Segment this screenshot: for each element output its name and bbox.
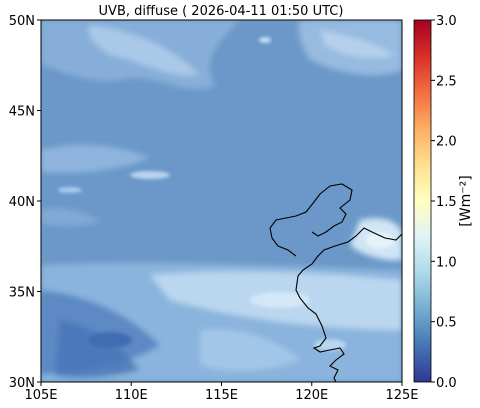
y-tick-label: 30N bbox=[9, 376, 35, 391]
y-tick-label: 35N bbox=[9, 286, 35, 301]
cloud-speckles bbox=[58, 37, 394, 351]
map-title: UVB, diffuse ( 2026-04-11 01:50 UTC) bbox=[99, 4, 344, 19]
x-tick-label: 110E bbox=[115, 388, 148, 403]
x-tick-label: 115E bbox=[205, 388, 238, 403]
coastline bbox=[269, 183, 402, 382]
colorbar-ticks: 0.0 0.5 1.0 1.5 2.0 2.5 3.0 bbox=[431, 14, 457, 391]
colorbar-tick-label: 2.5 bbox=[436, 74, 457, 89]
colorbar-tick-label: 1.0 bbox=[436, 255, 457, 270]
colorbar-tick-label: 2.0 bbox=[436, 135, 457, 150]
colorbar: 0.0 0.5 1.0 1.5 2.0 2.5 3.0 [Wm⁻²] bbox=[413, 14, 474, 391]
x-tick-label: 120E bbox=[295, 388, 328, 403]
x-tick-label: 105E bbox=[24, 388, 57, 403]
colorbar-label: [Wm⁻²] bbox=[458, 175, 474, 226]
y-tick-label: 45N bbox=[9, 105, 35, 120]
y-axis: 30N 35N 40N 45N 50N bbox=[9, 14, 41, 391]
x-tick-label: 125E bbox=[385, 388, 418, 403]
x-axis: 105E 110E 115E 120E 125E bbox=[24, 382, 419, 403]
colorbar-tick-label: 1.5 bbox=[436, 195, 457, 210]
colorbar-tick-label: 0.5 bbox=[436, 316, 457, 331]
map-field bbox=[41, 20, 402, 382]
colorbar-scale bbox=[413, 19, 432, 383]
y-tick-label: 50N bbox=[9, 14, 35, 29]
y-tick-label: 40N bbox=[9, 195, 35, 210]
colorbar-tick-label: 0.0 bbox=[436, 376, 457, 391]
colorbar-tick-label: 3.0 bbox=[436, 14, 457, 29]
